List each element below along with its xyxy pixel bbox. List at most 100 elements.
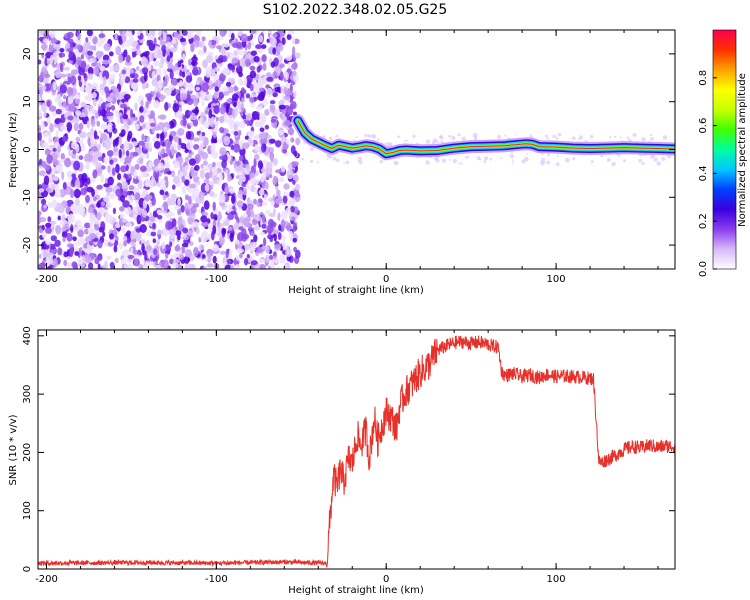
noise-dot [256,201,261,207]
x-tick-label: -200 [35,274,58,285]
noise-dot [126,64,131,75]
noise-dot [291,36,296,45]
noise-dot [251,111,260,120]
noise-dot [45,259,53,264]
noise-dot [68,106,76,112]
noise-dot [261,168,266,173]
noise-dot [212,161,216,168]
noise-dot [38,95,42,102]
noise-dot [275,140,282,148]
noise-dot [45,239,51,246]
noise-dot [231,108,235,117]
noise-dot [255,105,263,111]
noise-dot [102,76,107,86]
noise-dot [270,61,276,68]
noise-dot [175,93,181,102]
noise-dot [132,207,139,212]
noise-dot [203,160,208,166]
noise-dot [139,153,146,160]
noise-dot [170,199,176,206]
track-speck [449,159,451,161]
noise-dot [181,242,189,248]
y-tick-label: 100 [22,501,33,520]
track-speck [404,139,407,142]
noise-dot [62,101,67,108]
noise-dot [289,190,296,198]
noise-dot [198,40,205,48]
noise-dot [78,155,84,161]
noise-dot [172,103,179,113]
noise-dot [155,264,161,269]
noise-dot [74,198,80,206]
track-speck [394,160,399,166]
noise-dot [84,95,92,101]
track-speck [571,136,576,141]
noise-dot [254,121,262,128]
noise-dot [171,170,176,178]
noise-dot [54,189,62,198]
noise-dot [154,166,159,173]
noise-dot [248,137,253,145]
track-speck [364,133,368,138]
noise-dot [209,190,215,197]
noise-dot [38,131,42,142]
noise-dot [149,118,155,124]
noise-dot [86,30,93,37]
noise-dot [80,75,84,83]
noise-dot [76,190,82,196]
noise-dot [290,205,295,213]
noise-dot [241,89,247,95]
noise-dot [237,99,241,110]
noise-dot [204,69,212,78]
noise-dot [219,155,226,160]
noise-dot [60,220,64,226]
noise-dot [283,183,290,190]
track-speck [335,134,339,138]
noise-dot [233,143,241,153]
noise-dot [103,183,110,188]
noise-dot [223,115,229,123]
noise-dot [87,177,91,185]
noise-dot [240,102,244,112]
noise-dot [46,116,51,125]
noise-dot [250,103,256,108]
noise-dot [80,143,86,152]
noise-dot [167,67,174,73]
noise-dot [113,146,119,153]
noise-dot [213,91,218,100]
noise-dot [113,65,120,72]
noise-dot [65,42,71,49]
track-speck [555,162,560,167]
track-speck [509,154,514,159]
noise-dot [69,247,74,258]
noise-dot [179,170,184,178]
track-speck [511,159,514,162]
noise-dot [115,222,121,229]
noise-dot [136,158,144,165]
noise-dot [122,30,127,37]
noise-dot [152,222,156,229]
noise-dot [142,199,148,209]
noise-dot [235,254,241,261]
noise-dot [224,264,232,269]
noise-dot [62,94,67,100]
noise-dot [253,55,260,63]
noise-dot [133,116,138,121]
track-speck [541,158,546,163]
noise-dot [106,255,112,260]
track-speck [425,139,431,144]
snr-x-axis-label: Height of straight line (km) [288,585,424,596]
noise-dot [64,157,72,168]
track-speck [301,157,304,161]
noise-dot [122,235,128,242]
noise-dot [93,98,97,107]
noise-dot [169,241,173,248]
noise-dot [178,137,182,146]
noise-dot [225,103,229,114]
noise-dot [147,109,151,116]
noise-dot [92,57,97,63]
noise-dot [52,199,57,209]
track-speck [452,158,457,164]
noise-dot [148,52,155,62]
noise-dot [83,72,87,79]
